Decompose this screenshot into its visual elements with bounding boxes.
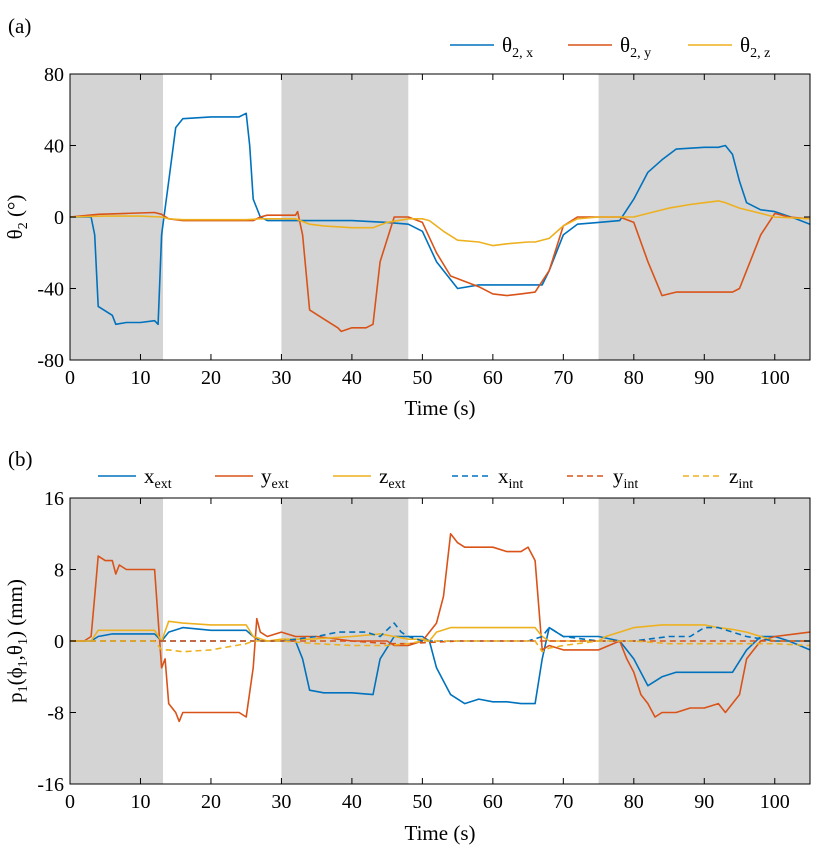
y-label-subscript: 1 <box>16 660 31 667</box>
legend-text: x <box>144 464 155 488</box>
legend-subscript: int <box>738 477 753 492</box>
y-tick-label: -16 <box>37 774 64 796</box>
series-line-x-int <box>70 622 810 642</box>
x-tick-label: 10 <box>130 367 150 389</box>
legend-entry: θ2, z <box>740 33 770 61</box>
panel-label: (b) <box>8 447 33 471</box>
legend-subscript: int <box>509 477 524 492</box>
x-tick-label: 60 <box>483 367 503 389</box>
x-axis-label: Time (s) <box>405 396 476 420</box>
x-tick-label: 90 <box>694 367 714 389</box>
y-label-text: ,θ <box>3 645 27 660</box>
x-tick-label: 80 <box>624 791 644 813</box>
y-tick-label: -8 <box>47 703 64 725</box>
y-tick-label: 0 <box>54 207 64 229</box>
legend-entry: θ2, x <box>502 33 533 61</box>
legend-text: y <box>261 464 272 488</box>
y-label-text: ) (mm) <box>3 579 27 638</box>
y-tick-label: 80 <box>44 64 64 86</box>
x-tick-label: 50 <box>412 367 432 389</box>
y-label-subscript: 2 <box>16 222 31 229</box>
x-tick-label: 0 <box>65 791 75 813</box>
y-label-subscript: 1 <box>16 638 31 645</box>
y-tick-label: 16 <box>44 488 64 510</box>
legend-subscript: ext <box>388 477 405 492</box>
legend-text: x <box>498 464 509 488</box>
y-axis-label: θ2 (°) <box>3 195 31 240</box>
legend-entry: xext <box>144 464 172 492</box>
x-tick-label: 60 <box>483 791 503 813</box>
legend-text: θ <box>502 33 512 57</box>
x-tick-label: 30 <box>271 367 291 389</box>
legend-entry: yint <box>613 464 638 492</box>
y-label-text: p <box>3 692 27 703</box>
x-tick-label: 20 <box>201 367 221 389</box>
legend-text: z <box>379 464 388 488</box>
y-tick-label: 8 <box>54 560 64 582</box>
y-label-subscript: 1 <box>16 685 31 692</box>
legend-entry: θ2, y <box>620 33 651 61</box>
legend-entry: zint <box>729 464 753 492</box>
y-label-text: θ <box>3 229 27 239</box>
legend-entry: zext <box>379 464 406 492</box>
y-tick-label: 0 <box>54 631 64 653</box>
x-tick-label: 100 <box>760 367 790 389</box>
x-tick-label: 80 <box>624 367 644 389</box>
legend-entry: yext <box>261 464 289 492</box>
x-tick-label: 0 <box>65 367 75 389</box>
x-axis-label: Time (s) <box>405 821 476 845</box>
panel-a: 0 10 20 30 40 50 60 70 80 90 100 -80 -40 0 40 80 (a) Time… <box>3 14 811 420</box>
x-tick-label: 70 <box>553 367 573 389</box>
series-line--2-x <box>70 112 810 326</box>
legend-subscript: 2, x <box>512 46 533 61</box>
y-tick-label: 40 <box>44 136 64 158</box>
legend-text: θ <box>620 33 630 57</box>
legend-subscript: 2, z <box>750 46 770 61</box>
legend-text: y <box>613 464 624 488</box>
series-line--2-z <box>70 200 810 247</box>
legend-text: θ <box>740 33 750 57</box>
panel-b: 0 10 20 30 40 50 60 70 80 90 100 -16 -8 0 8 16 (b) Time (… <box>3 447 811 845</box>
x-tick-label: 90 <box>694 791 714 813</box>
series-line-y-ext <box>70 532 810 723</box>
y-label-unit: (°) <box>3 195 27 223</box>
x-tick-label: 50 <box>412 791 432 813</box>
legend-subscript: int <box>624 477 639 492</box>
legend-text: z <box>729 464 738 488</box>
shaded-region <box>281 74 409 360</box>
x-tick-label: 40 <box>342 367 362 389</box>
series-line-z-int <box>70 640 810 653</box>
legend-subscript: ext <box>155 477 172 492</box>
x-tick-label: 40 <box>342 791 362 813</box>
legend-subscript: ext <box>272 477 289 492</box>
series-line--2-y <box>70 210 810 333</box>
y-tick-label: -80 <box>37 350 64 372</box>
panel-label: (a) <box>8 14 31 38</box>
x-tick-label: 10 <box>130 791 150 813</box>
series-line-y-int <box>70 640 810 645</box>
y-label-text: (ϕ <box>3 667 27 685</box>
y-axis-label: p1(ϕ1,θ1) (mm) <box>3 579 31 703</box>
x-tick-label: 100 <box>760 791 790 813</box>
legend-subscript: 2, y <box>630 46 651 61</box>
x-tick-label: 70 <box>553 791 573 813</box>
y-tick-label: -40 <box>37 279 64 301</box>
x-tick-label: 30 <box>271 791 291 813</box>
x-tick-label: 20 <box>201 791 221 813</box>
legend-entry: xint <box>498 464 523 492</box>
